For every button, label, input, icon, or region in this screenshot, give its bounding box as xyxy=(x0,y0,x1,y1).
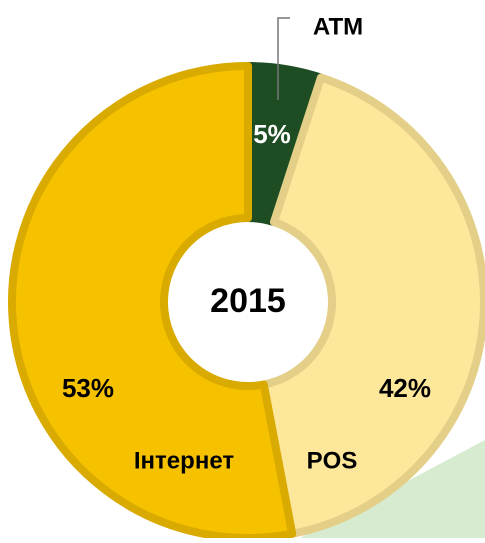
center-label: 2015 xyxy=(210,282,286,320)
donut xyxy=(8,62,485,542)
slice xyxy=(259,73,485,538)
category-label: ATM xyxy=(313,13,363,40)
category-label: Інтернет xyxy=(134,447,234,474)
leader-line xyxy=(277,17,290,100)
value-label: 5% xyxy=(253,119,291,149)
slice xyxy=(8,62,297,542)
value-label: 42% xyxy=(379,373,431,403)
value-label: 53% xyxy=(62,373,114,403)
category-label: POS xyxy=(307,447,358,474)
